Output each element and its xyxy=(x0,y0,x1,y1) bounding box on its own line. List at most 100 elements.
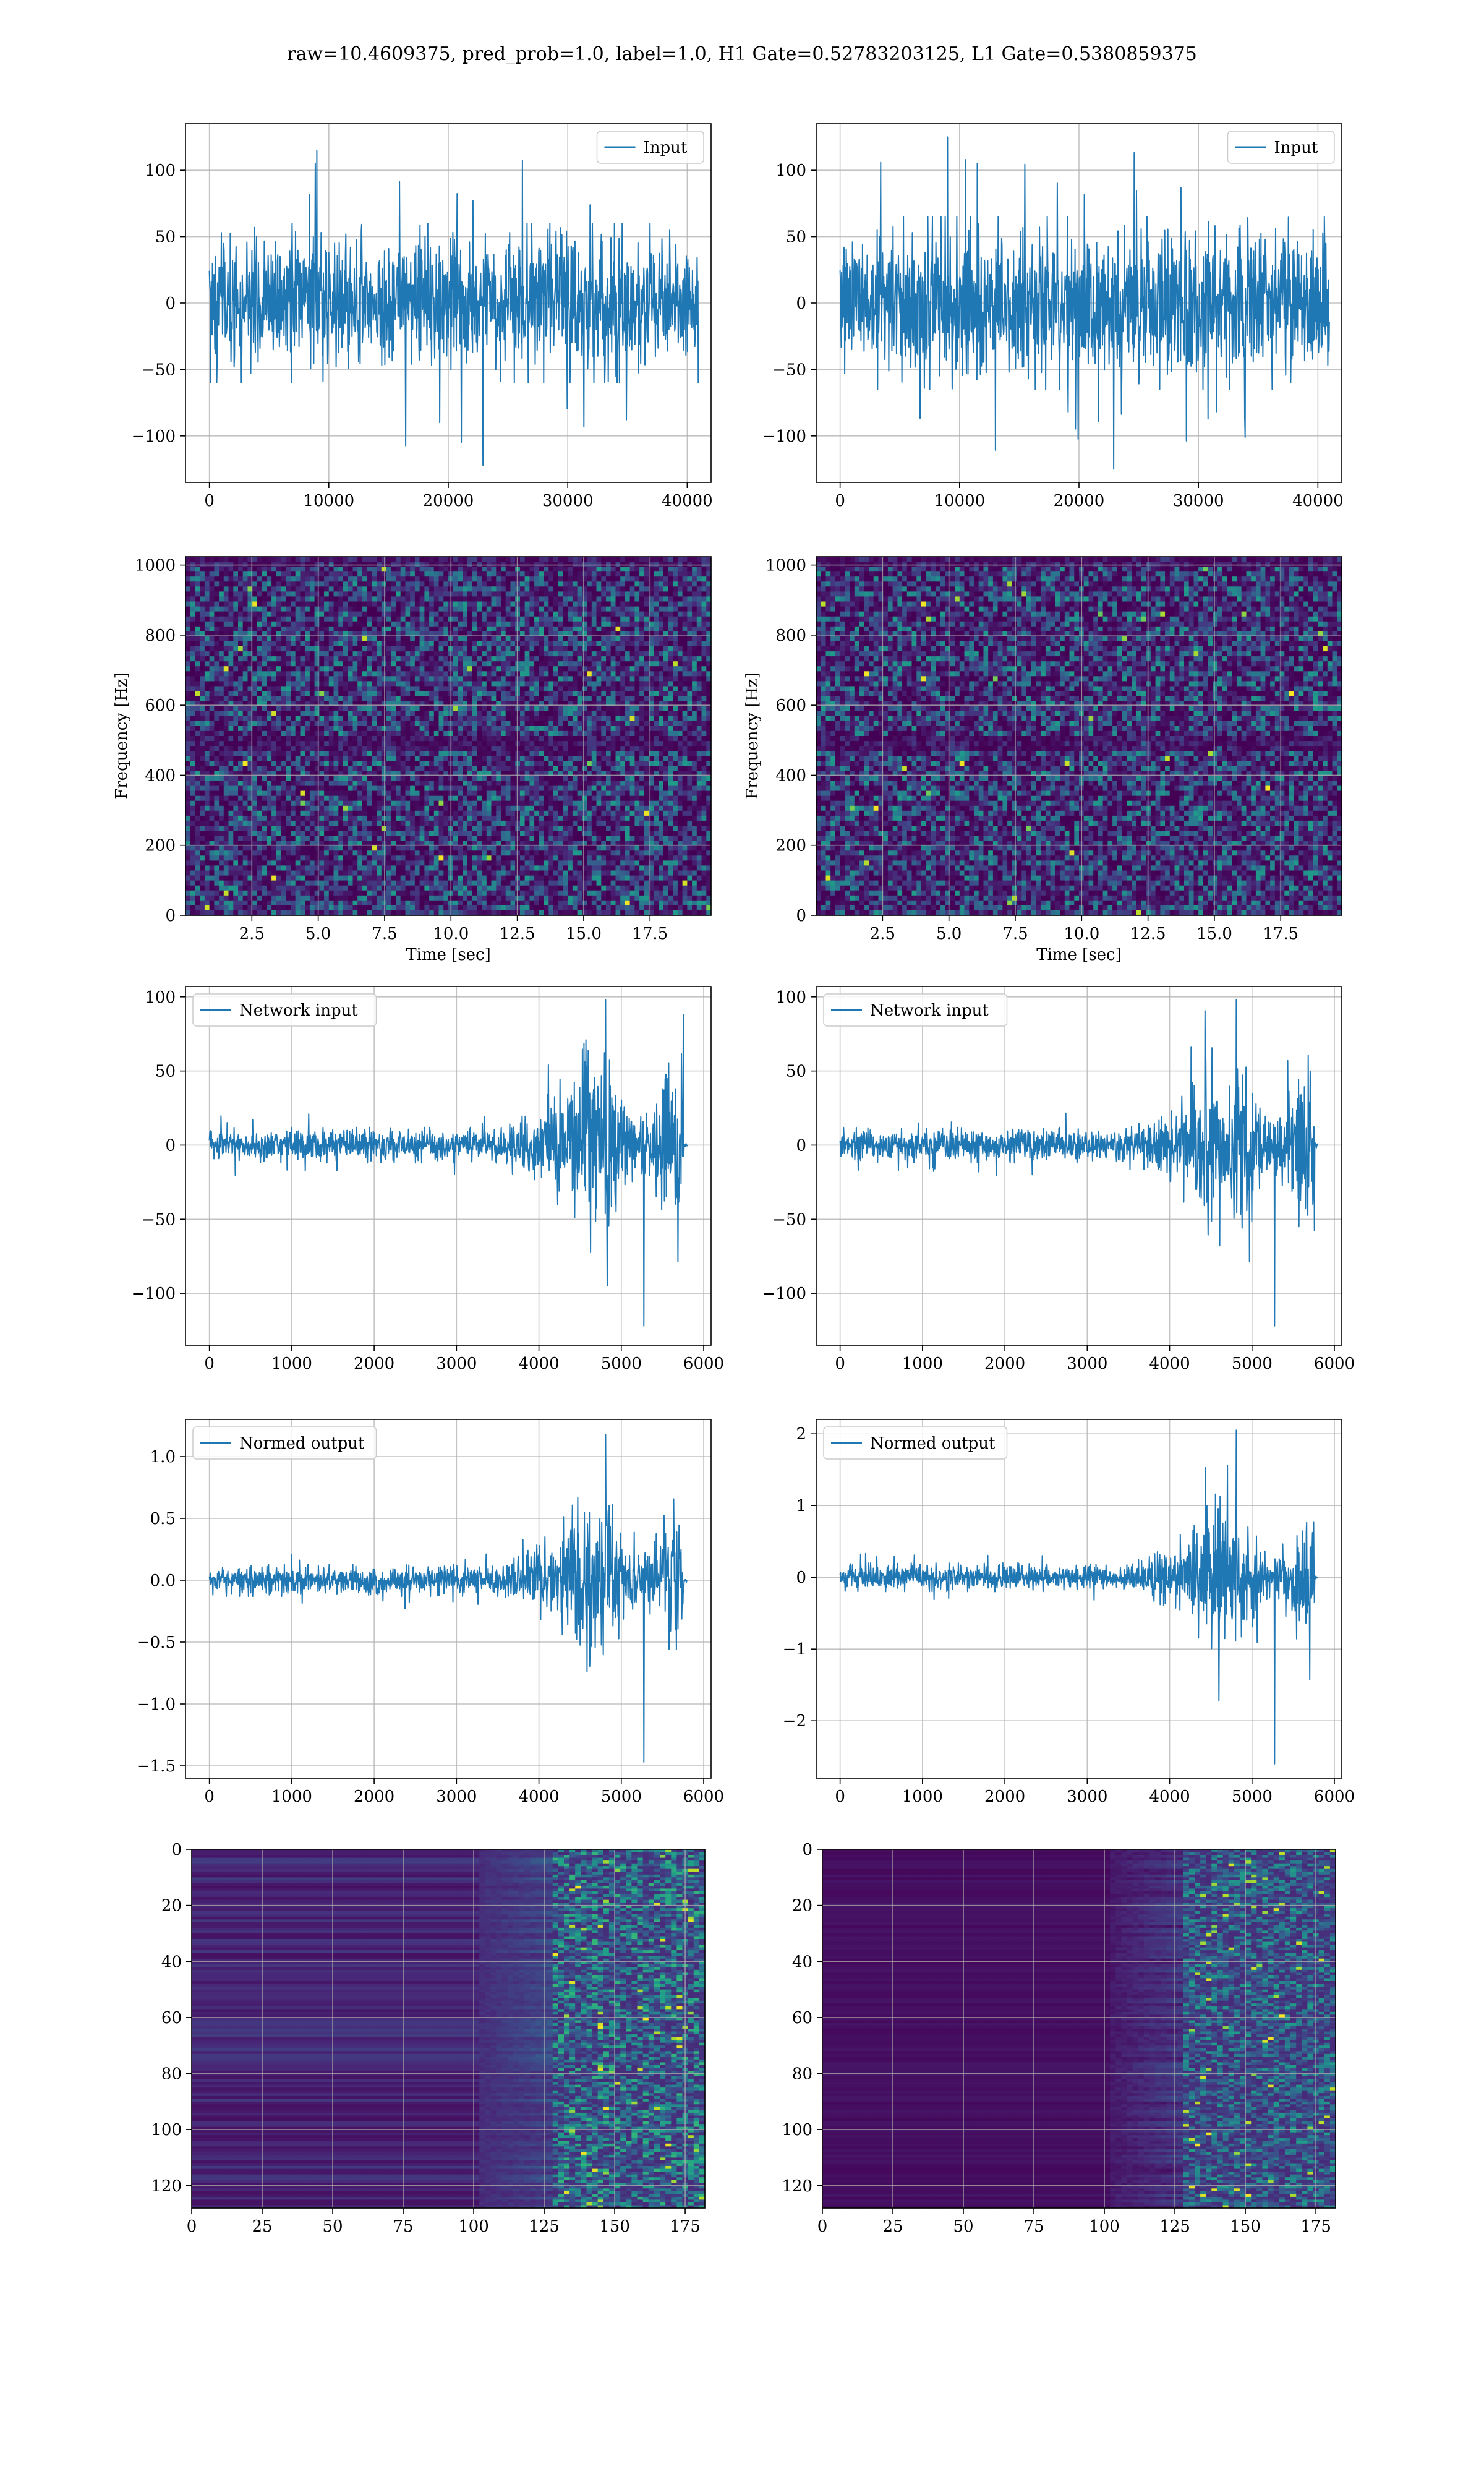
heatmap-cell xyxy=(414,910,420,916)
heatmap-cell xyxy=(209,631,215,637)
heatmap-cell xyxy=(305,910,310,916)
heatmap-cell xyxy=(276,661,282,667)
heatmap-cell xyxy=(319,581,325,587)
heatmap-cell xyxy=(386,591,391,597)
heatmap-cell xyxy=(458,880,463,886)
heatmap-cell xyxy=(443,576,449,582)
heatmap-cell xyxy=(233,826,239,831)
heatmap-cell xyxy=(472,567,477,572)
heatmap-cell xyxy=(200,855,205,861)
heatmap-cell xyxy=(424,790,430,797)
heatmap-cell xyxy=(247,636,253,642)
heatmap-cell xyxy=(324,606,330,612)
heatmap-cell xyxy=(367,631,372,637)
heatmap-cell xyxy=(467,696,473,702)
heatmap-cell xyxy=(295,726,301,732)
heatmap-cell xyxy=(214,910,220,916)
heatmap-cell xyxy=(319,571,325,577)
heatmap-cell xyxy=(228,836,234,841)
heatmap-cell xyxy=(233,795,239,802)
heatmap-cell xyxy=(190,716,195,722)
heatmap-cell xyxy=(305,761,310,766)
heatmap-cell xyxy=(223,586,229,592)
heatmap-cell xyxy=(295,800,301,807)
heatmap-cell xyxy=(405,776,411,782)
heatmap-cell xyxy=(200,785,205,792)
heatmap-cell xyxy=(482,805,487,811)
heatmap-cell xyxy=(286,790,291,797)
heatmap-cell xyxy=(209,616,215,622)
heatmap-cell xyxy=(496,661,501,667)
heatmap-cell xyxy=(209,611,215,617)
heatmap-cell xyxy=(295,601,301,607)
heatmap-cell xyxy=(214,641,220,647)
heatmap-cell xyxy=(348,761,353,766)
heatmap-cell xyxy=(505,826,511,831)
heatmap-cell xyxy=(424,781,430,787)
heatmap-cell xyxy=(305,611,310,617)
heatmap-cell xyxy=(247,621,253,627)
heatmap-cell xyxy=(223,800,229,807)
heatmap-cell xyxy=(343,716,349,722)
heatmap-cell xyxy=(419,795,425,802)
heatmap-cell xyxy=(333,557,339,562)
heatmap-cell xyxy=(467,880,473,886)
heatmap-cell xyxy=(300,651,305,657)
heatmap-cell xyxy=(362,661,368,667)
heatmap-cell xyxy=(501,905,506,911)
heatmap-cell xyxy=(467,905,473,911)
heatmap-cell xyxy=(267,850,272,856)
heatmap-cell xyxy=(396,586,401,592)
heatmap-cell xyxy=(195,671,200,677)
heatmap-cell xyxy=(367,571,372,577)
heatmap-cell xyxy=(228,885,234,891)
heatmap-cell xyxy=(467,815,473,821)
heatmap-cell xyxy=(472,666,477,672)
heatmap-cell xyxy=(271,641,277,647)
heatmap-cell xyxy=(328,845,335,851)
heatmap-cell xyxy=(328,776,335,782)
heatmap-cell xyxy=(443,626,449,632)
y-tick-label: −100 xyxy=(132,427,176,446)
heatmap-cell xyxy=(443,905,449,911)
heatmap-cell xyxy=(482,567,487,572)
heatmap-cell xyxy=(186,581,191,587)
heatmap-cell xyxy=(190,721,195,727)
heatmap-cell xyxy=(242,721,248,727)
heatmap-cell xyxy=(496,686,501,692)
heatmap-cell xyxy=(233,865,239,871)
heatmap-cell xyxy=(400,815,406,821)
heatmap-cell xyxy=(267,596,272,602)
heatmap-cell xyxy=(443,860,449,867)
heatmap-cell xyxy=(352,562,358,567)
heatmap-cell xyxy=(491,790,497,797)
heatmap-cell xyxy=(472,726,477,732)
heatmap-cell xyxy=(414,756,420,761)
heatmap-cell xyxy=(467,875,473,881)
heatmap-cell xyxy=(252,875,258,881)
heatmap-cell xyxy=(333,691,339,697)
heatmap-cell xyxy=(314,805,320,811)
heatmap-cell xyxy=(429,900,435,906)
heatmap-cell xyxy=(391,895,396,901)
heatmap-cell xyxy=(372,850,377,856)
heatmap-cell xyxy=(300,656,305,662)
heatmap-cell xyxy=(295,581,301,587)
heatmap-cell xyxy=(209,601,215,607)
heatmap-cell xyxy=(352,800,358,807)
heatmap-cell xyxy=(467,836,473,841)
heatmap-cell xyxy=(343,826,349,831)
heatmap-cell xyxy=(219,557,224,562)
heatmap-cell xyxy=(219,726,224,732)
heatmap-cell xyxy=(510,562,516,567)
heatmap-cell xyxy=(267,706,272,712)
heatmap-cell xyxy=(419,885,425,891)
heatmap-cell xyxy=(228,557,234,562)
heatmap-cell xyxy=(458,776,463,782)
heatmap-cell xyxy=(238,841,244,846)
heatmap-cell xyxy=(257,831,263,836)
heatmap-cell xyxy=(496,711,501,717)
heatmap-cell xyxy=(291,865,296,871)
heatmap-cell xyxy=(223,646,229,652)
